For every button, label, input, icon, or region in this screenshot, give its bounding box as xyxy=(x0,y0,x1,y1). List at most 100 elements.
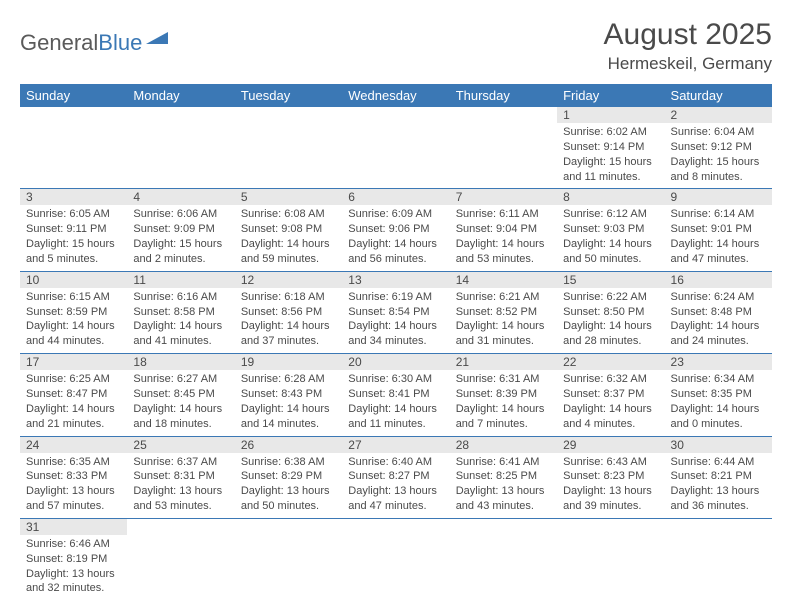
sunset-text: Sunset: 8:59 PM xyxy=(26,305,121,320)
daylight-text: Daylight: 13 hours xyxy=(563,484,658,499)
sunrise-text: Sunrise: 6:32 AM xyxy=(563,372,658,387)
calendar-week-row: 17Sunrise: 6:25 AMSunset: 8:47 PMDayligh… xyxy=(20,354,772,436)
day-details: Sunrise: 6:40 AMSunset: 8:27 PMDaylight:… xyxy=(342,453,449,518)
daylight-text-2: and 39 minutes. xyxy=(563,499,658,514)
day-number: 21 xyxy=(450,354,557,370)
calendar-empty-cell xyxy=(235,518,342,600)
day-number: 1 xyxy=(557,107,664,123)
sunrise-text: Sunrise: 6:28 AM xyxy=(241,372,336,387)
sunset-text: Sunset: 9:14 PM xyxy=(563,140,658,155)
day-number: 7 xyxy=(450,189,557,205)
sunset-text: Sunset: 9:06 PM xyxy=(348,222,443,237)
sunrise-text: Sunrise: 6:35 AM xyxy=(26,455,121,470)
day-details: Sunrise: 6:05 AMSunset: 9:11 PMDaylight:… xyxy=(20,205,127,270)
location-label: Hermeskeil, Germany xyxy=(604,54,772,74)
daylight-text: Daylight: 14 hours xyxy=(671,237,766,252)
logo-mark-icon xyxy=(146,24,168,50)
sunset-text: Sunset: 8:50 PM xyxy=(563,305,658,320)
day-details: Sunrise: 6:12 AMSunset: 9:03 PMDaylight:… xyxy=(557,205,664,270)
day-details: Sunrise: 6:30 AMSunset: 8:41 PMDaylight:… xyxy=(342,370,449,435)
calendar-empty-cell xyxy=(450,107,557,189)
sunrise-text: Sunrise: 6:15 AM xyxy=(26,290,121,305)
day-number: 6 xyxy=(342,189,449,205)
sunset-text: Sunset: 8:43 PM xyxy=(241,387,336,402)
sunset-text: Sunset: 8:19 PM xyxy=(26,552,121,567)
sunrise-text: Sunrise: 6:02 AM xyxy=(563,125,658,140)
daylight-text: Daylight: 14 hours xyxy=(348,319,443,334)
daylight-text-2: and 43 minutes. xyxy=(456,499,551,514)
day-details: Sunrise: 6:31 AMSunset: 8:39 PMDaylight:… xyxy=(450,370,557,435)
daylight-text-2: and 47 minutes. xyxy=(671,252,766,267)
day-details: Sunrise: 6:09 AMSunset: 9:06 PMDaylight:… xyxy=(342,205,449,270)
day-details: Sunrise: 6:24 AMSunset: 8:48 PMDaylight:… xyxy=(665,288,772,353)
logo-text-2: Blue xyxy=(98,30,142,56)
calendar-day-cell: 24Sunrise: 6:35 AMSunset: 8:33 PMDayligh… xyxy=(20,436,127,518)
day-number: 4 xyxy=(127,189,234,205)
daylight-text-2: and 28 minutes. xyxy=(563,334,658,349)
sunset-text: Sunset: 9:03 PM xyxy=(563,222,658,237)
day-details: Sunrise: 6:02 AMSunset: 9:14 PMDaylight:… xyxy=(557,123,664,188)
daylight-text: Daylight: 15 hours xyxy=(26,237,121,252)
day-number: 22 xyxy=(557,354,664,370)
day-details: Sunrise: 6:21 AMSunset: 8:52 PMDaylight:… xyxy=(450,288,557,353)
sunset-text: Sunset: 8:48 PM xyxy=(671,305,766,320)
daylight-text: Daylight: 13 hours xyxy=(26,484,121,499)
calendar-day-cell: 29Sunrise: 6:43 AMSunset: 8:23 PMDayligh… xyxy=(557,436,664,518)
day-details: Sunrise: 6:44 AMSunset: 8:21 PMDaylight:… xyxy=(665,453,772,518)
day-details: Sunrise: 6:14 AMSunset: 9:01 PMDaylight:… xyxy=(665,205,772,270)
day-number: 17 xyxy=(20,354,127,370)
sunset-text: Sunset: 8:39 PM xyxy=(456,387,551,402)
day-number: 23 xyxy=(665,354,772,370)
day-details: Sunrise: 6:35 AMSunset: 8:33 PMDaylight:… xyxy=(20,453,127,518)
daylight-text: Daylight: 14 hours xyxy=(671,319,766,334)
calendar-day-cell: 6Sunrise: 6:09 AMSunset: 9:06 PMDaylight… xyxy=(342,189,449,271)
title-block: August 2025 Hermeskeil, Germany xyxy=(604,18,772,74)
calendar-day-cell: 2Sunrise: 6:04 AMSunset: 9:12 PMDaylight… xyxy=(665,107,772,189)
day-number: 13 xyxy=(342,272,449,288)
day-number: 31 xyxy=(20,519,127,535)
daylight-text-2: and 21 minutes. xyxy=(26,417,121,432)
daylight-text-2: and 31 minutes. xyxy=(456,334,551,349)
day-header-row: Sunday Monday Tuesday Wednesday Thursday… xyxy=(20,84,772,107)
calendar-week-row: 10Sunrise: 6:15 AMSunset: 8:59 PMDayligh… xyxy=(20,271,772,353)
sunset-text: Sunset: 8:41 PM xyxy=(348,387,443,402)
sunset-text: Sunset: 9:12 PM xyxy=(671,140,766,155)
daylight-text-2: and 32 minutes. xyxy=(26,581,121,596)
daylight-text-2: and 34 minutes. xyxy=(348,334,443,349)
day-number: 11 xyxy=(127,272,234,288)
day-header: Friday xyxy=(557,84,664,107)
sunset-text: Sunset: 8:45 PM xyxy=(133,387,228,402)
logo: GeneralBlue xyxy=(20,18,168,56)
day-details: Sunrise: 6:19 AMSunset: 8:54 PMDaylight:… xyxy=(342,288,449,353)
calendar-day-cell: 7Sunrise: 6:11 AMSunset: 9:04 PMDaylight… xyxy=(450,189,557,271)
calendar-day-cell: 23Sunrise: 6:34 AMSunset: 8:35 PMDayligh… xyxy=(665,354,772,436)
day-details: Sunrise: 6:37 AMSunset: 8:31 PMDaylight:… xyxy=(127,453,234,518)
daylight-text-2: and 44 minutes. xyxy=(26,334,121,349)
sunrise-text: Sunrise: 6:40 AM xyxy=(348,455,443,470)
sunrise-text: Sunrise: 6:12 AM xyxy=(563,207,658,222)
day-number: 16 xyxy=(665,272,772,288)
day-number: 26 xyxy=(235,437,342,453)
sunrise-text: Sunrise: 6:21 AM xyxy=(456,290,551,305)
day-header: Saturday xyxy=(665,84,772,107)
calendar-day-cell: 18Sunrise: 6:27 AMSunset: 8:45 PMDayligh… xyxy=(127,354,234,436)
daylight-text: Daylight: 14 hours xyxy=(563,237,658,252)
daylight-text: Daylight: 14 hours xyxy=(671,402,766,417)
sunset-text: Sunset: 8:23 PM xyxy=(563,469,658,484)
calendar-day-cell: 30Sunrise: 6:44 AMSunset: 8:21 PMDayligh… xyxy=(665,436,772,518)
daylight-text-2: and 2 minutes. xyxy=(133,252,228,267)
calendar-day-cell: 10Sunrise: 6:15 AMSunset: 8:59 PMDayligh… xyxy=(20,271,127,353)
daylight-text: Daylight: 14 hours xyxy=(563,319,658,334)
calendar-day-cell: 14Sunrise: 6:21 AMSunset: 8:52 PMDayligh… xyxy=(450,271,557,353)
sunrise-text: Sunrise: 6:11 AM xyxy=(456,207,551,222)
day-details: Sunrise: 6:22 AMSunset: 8:50 PMDaylight:… xyxy=(557,288,664,353)
daylight-text-2: and 18 minutes. xyxy=(133,417,228,432)
daylight-text: Daylight: 14 hours xyxy=(26,402,121,417)
daylight-text: Daylight: 14 hours xyxy=(133,402,228,417)
sunset-text: Sunset: 8:31 PM xyxy=(133,469,228,484)
daylight-text: Daylight: 13 hours xyxy=(241,484,336,499)
day-details: Sunrise: 6:18 AMSunset: 8:56 PMDaylight:… xyxy=(235,288,342,353)
day-number: 9 xyxy=(665,189,772,205)
calendar-day-cell: 26Sunrise: 6:38 AMSunset: 8:29 PMDayligh… xyxy=(235,436,342,518)
sunset-text: Sunset: 9:04 PM xyxy=(456,222,551,237)
